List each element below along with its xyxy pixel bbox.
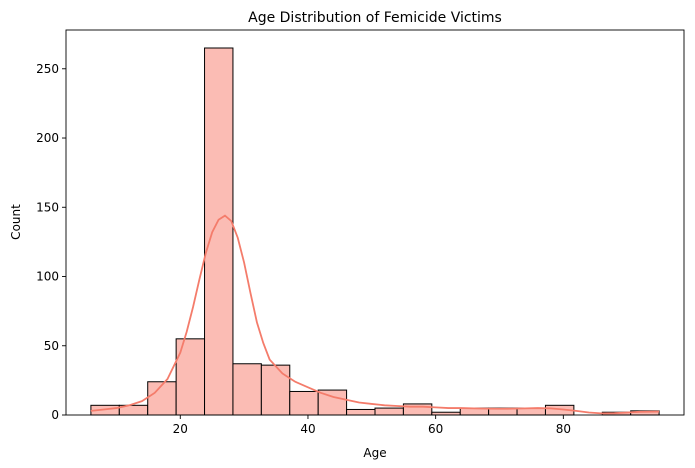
histogram-bar — [232, 363, 262, 416]
kde-curve — [90, 214, 660, 415]
histogram-bar — [289, 390, 319, 416]
y-tick-label: 200 — [36, 131, 59, 145]
histogram-bar — [346, 408, 376, 416]
y-tick-label: 250 — [36, 62, 59, 76]
x-tick-label: 20 — [173, 422, 188, 436]
x-tick-label: 60 — [428, 422, 443, 436]
histogram-bar — [260, 364, 291, 416]
y-tick-label: 0 — [51, 408, 59, 422]
x-axis-ticks: 20 40 60 80 — [173, 415, 571, 436]
y-tick-label: 50 — [44, 339, 59, 353]
x-axis-label: Age — [363, 446, 386, 460]
histogram-bar — [374, 407, 404, 416]
histogram-bar — [204, 47, 234, 416]
bars-group — [90, 47, 660, 416]
y-tick-label: 100 — [36, 270, 59, 284]
y-axis-ticks: 0 50 100 150 200 250 — [36, 62, 66, 422]
plot-frame — [65, 29, 685, 416]
y-tick-label: 150 — [36, 200, 59, 214]
histogram-bar — [402, 403, 433, 416]
chart-title: Age Distribution of Femicide Victims — [248, 10, 502, 26]
x-tick-label: 80 — [556, 422, 571, 436]
histogram-bar — [147, 381, 177, 416]
y-axis-label: Count — [9, 204, 23, 240]
x-tick-label: 40 — [300, 422, 315, 436]
